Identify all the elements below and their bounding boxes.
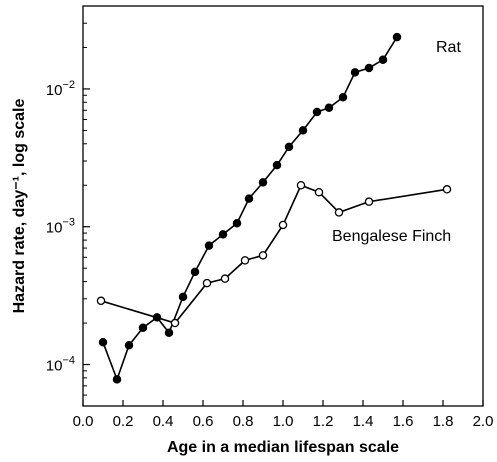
data-point-bengalese-finch [96,296,106,306]
y-axis-title: Hazard rate, day⁻¹, log scale [11,99,28,314]
y-axis-ticks: 10−4 10−3 10−2 [46,5,90,407]
x-axis-ticks: 0.0 0.2 0.4 0.6 0.8 1.0 1.2 1.4 1.6 1.8 2.0 [73,400,494,430]
data-point-rat [298,126,308,135]
x-tick-label: 1.6 [393,413,414,430]
data-point-bengalese-finch [170,318,180,328]
data-point-rat [164,328,174,338]
x-axis-title: Age in a median lifespan scale [167,439,399,456]
data-point-bengalese-finch [296,181,306,190]
data-point-bengalese-finch [202,278,212,288]
x-tick-label: 0.0 [73,413,94,430]
series-line-bengalese-finch [100,184,448,324]
series-lines [100,36,448,382]
series-points [96,32,452,384]
data-point-rat [312,107,322,117]
data-point-rat [204,241,214,250]
data-point-rat [364,63,374,73]
x-tick-label: 0.4 [153,413,174,430]
data-point-rat [284,142,294,152]
x-tick-label: 1.2 [313,413,334,430]
y-tick-label: 10−2 [46,79,75,99]
y-tick-label: 10−4 [46,355,75,375]
x-tick-label: 1.0 [273,413,294,430]
series-label-bengalese-finch: Bengalese Finch [332,228,451,245]
data-point-rat [124,340,134,350]
x-tick-label: 2.0 [473,413,494,430]
data-point-rat [272,160,282,170]
x-tick-label: 1.8 [433,413,454,430]
data-point-rat [98,338,108,347]
data-point-bengalese-finch [442,185,452,194]
data-point-rat [338,93,348,102]
data-point-rat [152,313,162,322]
x-tick-label: 0.6 [193,413,214,430]
data-point-bengalese-finch [278,220,288,230]
data-point-bengalese-finch [220,274,230,283]
data-point-bengalese-finch [314,187,324,197]
data-point-bengalese-finch [334,208,344,217]
data-point-rat [112,375,122,384]
x-tick-label: 1.4 [353,413,374,430]
data-point-rat [244,194,254,203]
data-point-bengalese-finch [364,197,374,206]
data-point-rat [218,230,228,239]
data-point-rat [258,178,268,187]
data-point-rat [324,103,334,113]
plot-area-frame [82,5,484,407]
data-point-rat [350,68,360,77]
data-point-rat [190,267,200,277]
data-point-rat [232,219,242,228]
series-label-rat: Rat [436,39,461,56]
data-point-bengalese-finch [240,256,250,265]
y-tick-label: 10−3 [46,217,75,237]
data-point-bengalese-finch [258,251,268,260]
x-tick-label: 0.8 [233,413,254,430]
data-point-rat [138,323,148,332]
data-point-rat [392,32,402,42]
data-point-rat [178,292,188,302]
data-point-rat [378,55,388,64]
x-tick-label: 0.2 [113,413,134,430]
